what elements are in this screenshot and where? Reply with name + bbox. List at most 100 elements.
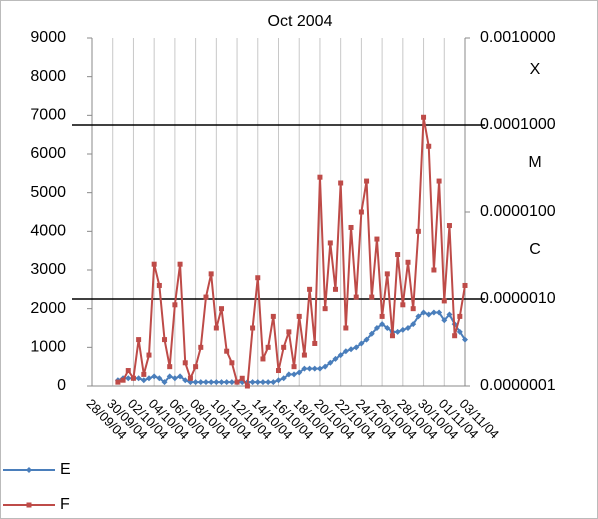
y-tick-label: 9000	[30, 29, 66, 46]
marker	[431, 267, 437, 273]
marker	[338, 180, 344, 186]
marker	[291, 364, 297, 370]
marker	[177, 261, 183, 267]
y2-tick-label: 0.0000001	[480, 377, 556, 394]
marker	[296, 313, 302, 319]
marker	[400, 302, 406, 308]
marker	[239, 375, 245, 381]
marker	[374, 236, 380, 242]
y2-tick-label: 0.0001000	[480, 116, 556, 133]
marker	[301, 352, 307, 358]
marker	[363, 336, 370, 343]
marker	[420, 309, 427, 316]
marker	[415, 228, 421, 234]
marker	[260, 356, 266, 362]
marker	[353, 294, 359, 300]
y-tick-label: 2000	[30, 300, 66, 317]
y-tick-label: 1000	[30, 339, 66, 356]
marker	[368, 330, 375, 337]
marker	[379, 321, 386, 328]
marker	[286, 329, 292, 335]
marker	[322, 363, 329, 370]
marker	[358, 340, 365, 347]
marker	[425, 311, 432, 318]
marker	[172, 302, 178, 308]
y-tick-label: 0	[57, 377, 66, 394]
marker	[462, 336, 468, 343]
y-tick-label: 3000	[30, 261, 66, 278]
marker	[312, 340, 318, 346]
marker	[275, 377, 282, 384]
marker	[405, 259, 411, 265]
marker	[421, 114, 427, 120]
marker	[456, 328, 463, 335]
marker	[280, 375, 287, 382]
marker	[394, 328, 401, 335]
marker	[213, 379, 220, 386]
marker	[125, 375, 132, 382]
marker	[342, 348, 349, 355]
marker	[213, 325, 219, 331]
marker	[311, 365, 318, 372]
marker	[254, 379, 261, 386]
marker	[270, 313, 276, 319]
legend-label: E	[60, 461, 71, 478]
marker	[343, 325, 349, 331]
marker	[389, 333, 395, 339]
y2-tick-label: 0.0010000	[480, 29, 556, 46]
marker	[270, 379, 277, 386]
marker	[306, 365, 313, 372]
marker	[436, 178, 442, 184]
marker	[259, 379, 266, 386]
marker	[208, 379, 215, 386]
marker	[317, 174, 323, 180]
marker	[192, 379, 199, 386]
marker	[146, 352, 152, 358]
marker	[332, 286, 338, 292]
marker	[426, 143, 432, 149]
marker	[136, 337, 142, 343]
marker	[373, 325, 380, 331]
marker	[197, 379, 204, 386]
marker	[276, 368, 281, 374]
marker	[177, 373, 184, 380]
marker	[151, 261, 157, 267]
marker	[415, 313, 422, 320]
marker	[141, 371, 147, 377]
marker	[193, 364, 199, 370]
marker	[337, 352, 344, 359]
y2-tick-label: 0.0000100	[480, 203, 556, 220]
marker	[171, 375, 178, 382]
marker	[436, 309, 443, 316]
marker	[223, 379, 230, 386]
marker	[208, 271, 214, 277]
marker	[228, 379, 235, 386]
marker	[135, 375, 142, 382]
marker	[125, 368, 131, 374]
marker	[364, 178, 370, 184]
marker	[379, 313, 385, 319]
marker	[441, 298, 447, 304]
marker	[327, 240, 333, 246]
marker	[410, 321, 417, 328]
marker	[348, 346, 355, 353]
marker	[322, 306, 328, 312]
marker	[167, 364, 173, 370]
marker	[203, 294, 209, 300]
marker	[187, 375, 193, 381]
marker	[182, 360, 188, 366]
marker	[26, 502, 32, 508]
marker	[265, 379, 272, 386]
marker	[307, 286, 313, 292]
marker	[229, 360, 235, 366]
marker	[115, 379, 121, 385]
series-line	[117, 117, 466, 389]
marker	[316, 365, 323, 372]
marker	[224, 348, 230, 354]
marker	[291, 371, 298, 378]
marker	[249, 379, 256, 386]
marker	[405, 325, 412, 331]
marker	[151, 373, 158, 380]
marker	[156, 375, 163, 382]
